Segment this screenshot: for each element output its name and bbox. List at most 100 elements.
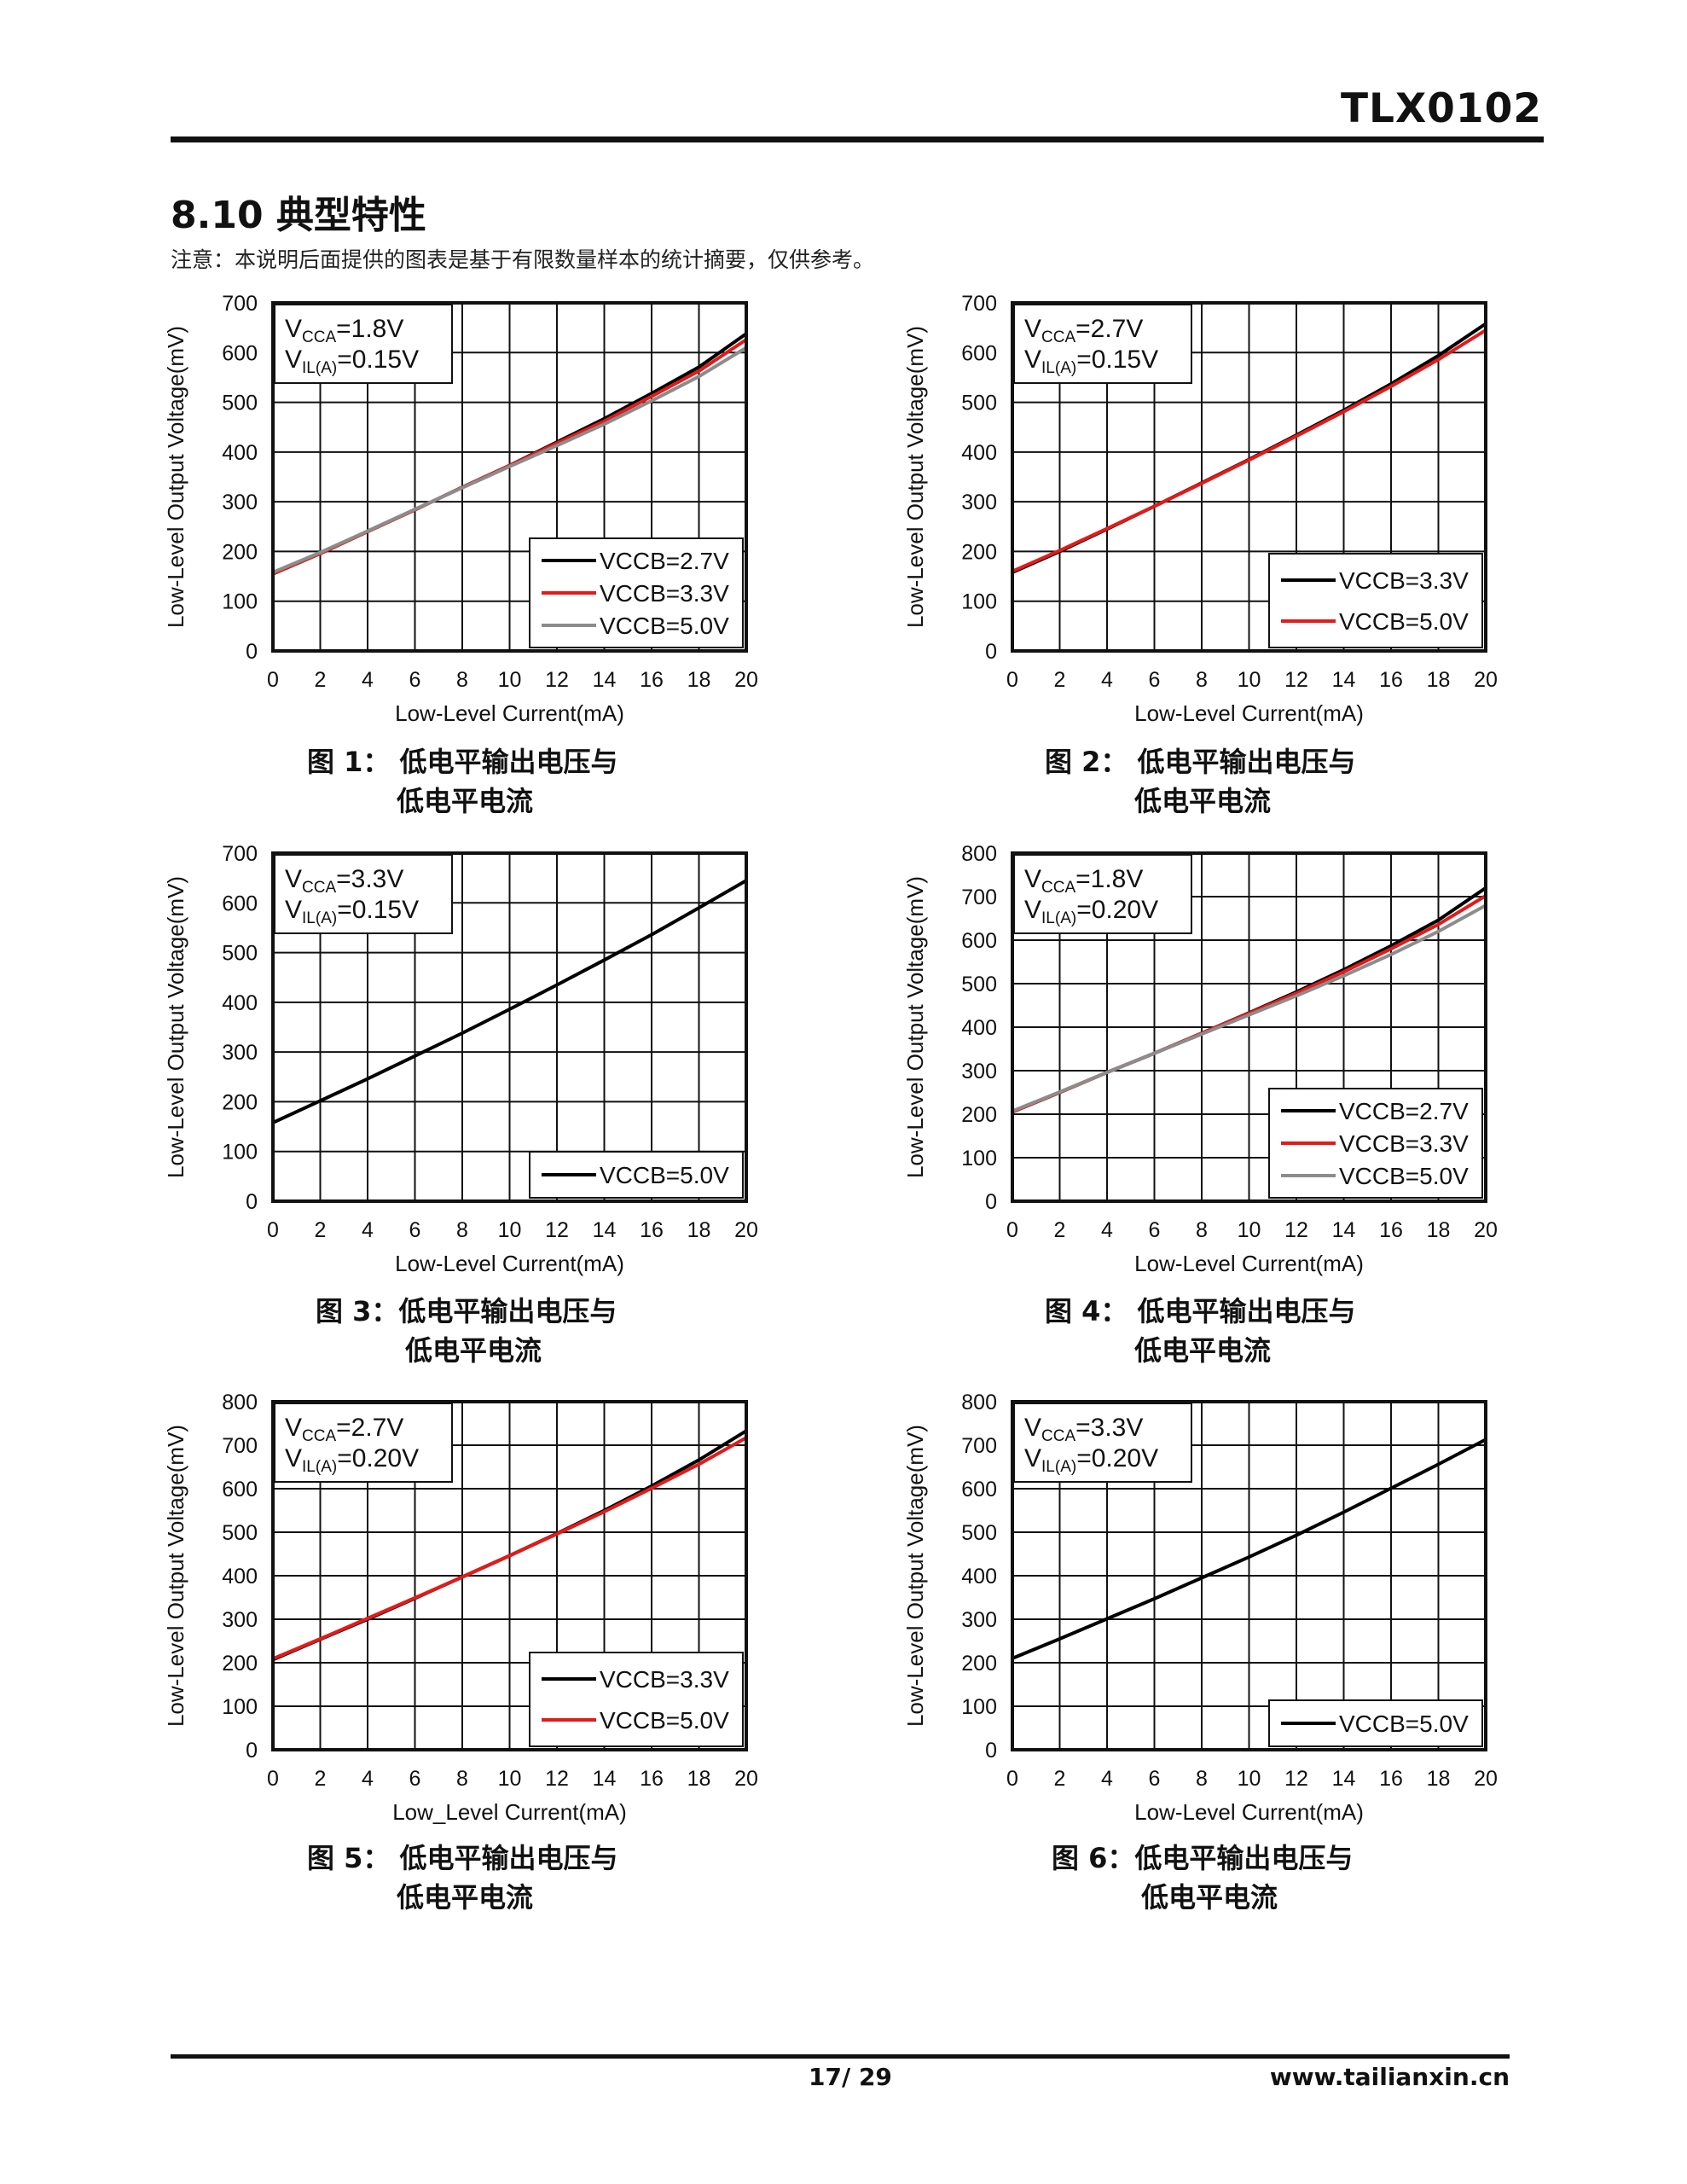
y-tick-label: 100 (961, 1147, 997, 1170)
legend-label: VCCB=3.3V (1339, 567, 1469, 594)
x-tick-label: 14 (593, 1218, 617, 1242)
y-tick-label: 0 (246, 1190, 258, 1214)
y-tick-label: 300 (961, 1608, 997, 1632)
y-tick-label: 200 (961, 1652, 997, 1676)
figure-1-chart: 0 2 4 6 8 10 12 14 16 18 20 0 100 200 300 400 500 600 700 L… (158, 286, 857, 729)
figure-2-caption-line1: 图 2： 低电平输出电压与 (1045, 746, 1356, 778)
chart-svg: 0 2 4 6 8 10 12 14 16 18 200100200300400500600700L… (163, 292, 758, 726)
legend-label: VCCB=3.3V (600, 580, 729, 607)
y-tick-label: 200 (222, 540, 258, 564)
x-tick-label: 12 (545, 668, 569, 692)
y-tick-label: 800 (961, 1391, 997, 1414)
y-tick-label: 100 (961, 1695, 997, 1719)
y-tick-label: 400 (961, 441, 997, 465)
legend: VCCB=3.3V VCCB=5.0V (1268, 553, 1483, 648)
figure-6-caption: 图 6：低电平输出电压与 低电平电流 (1052, 1838, 1353, 1917)
x-tick-label: 4 (1101, 1218, 1113, 1242)
figure-6-chart: 0 2 4 6 8 10 12 14 16 18 20 0 100 200 300 400 500 600 700 8… (897, 1385, 1597, 1828)
x-tick-label: 10 (1238, 668, 1261, 692)
condition-line-1: VCCA=3.3V (285, 865, 403, 897)
series-line-1 (1011, 1438, 1487, 1660)
series-line-2 (271, 1436, 748, 1661)
legend: VCCB=5.0V (1268, 1699, 1483, 1747)
series-line-3 (271, 346, 748, 574)
condition-line-2: VIL(A)=0.15V (1024, 346, 1158, 377)
x-tick-label: 12 (545, 1218, 569, 1242)
x-tick-label: 0 (1006, 668, 1018, 692)
legend-label: VCCB=5.0V (1339, 608, 1469, 635)
y-axis-label: Low-Level Output Voltage(mV) (902, 1425, 928, 1727)
x-tick-label: 8 (1196, 668, 1208, 692)
legend-label: VCCB=5.0V (1339, 1711, 1469, 1737)
x-tick-label: 18 (687, 668, 711, 692)
x-tick-label: 10 (498, 668, 522, 692)
x-tick-label: 16 (1379, 1218, 1403, 1242)
x-tick-label: 6 (409, 1767, 421, 1791)
y-tick-label: 500 (961, 392, 997, 415)
series-line-3 (1011, 903, 1487, 1113)
x-tick-label: 14 (593, 668, 617, 692)
x-tick-label: 4 (362, 1218, 374, 1242)
x-tick-label: 20 (734, 1218, 758, 1242)
figure-4-caption-line1: 图 4： 低电平输出电压与 (1045, 1295, 1356, 1327)
y-axis-label: Low-Level Output Voltage(mV) (902, 876, 928, 1178)
figure-6-caption-line1: 图 6：低电平输出电压与 (1052, 1842, 1354, 1874)
x-tick-label: 2 (315, 668, 327, 692)
condition-line-1: VCCA=1.8V (285, 315, 403, 346)
y-tick-label: 100 (961, 590, 997, 614)
y-tick-label: 700 (222, 842, 258, 866)
y-axis-label: Low-Level Output Voltage(mV) (163, 876, 188, 1178)
x-tick-label: 8 (456, 1218, 468, 1242)
x-axis-label: Low-Level Current(mA) (1134, 1799, 1364, 1825)
y-tick-label: 600 (961, 1478, 997, 1502)
x-tick-label: 10 (1238, 1218, 1261, 1242)
y-tick-label: 700 (222, 1434, 258, 1458)
figure-5-caption: 图 5： 低电平输出电压与 低电平电流 (307, 1838, 618, 1917)
condition-line-2: VIL(A)=0.20V (1024, 1444, 1158, 1476)
x-tick-label: 8 (456, 1767, 468, 1791)
plot-frame (271, 301, 748, 653)
figure-1-caption-line1: 图 1： 低电平输出电压与 (307, 746, 618, 778)
section-note: 注意：本说明后面提供的图表是基于有限数量样本的统计摘要，仅供参考。 (171, 247, 875, 272)
y-tick-label: 400 (222, 441, 258, 465)
y-tick-label: 500 (222, 1521, 258, 1545)
x-tick-label: 16 (1379, 1767, 1403, 1791)
figure-2-chart: 0 2 4 6 8 10 12 14 16 18 20 0 100 200 300 400 500 600 700 L… (897, 286, 1597, 729)
x-tick-label: 18 (1427, 1218, 1451, 1242)
x-tick-label: 4 (362, 668, 374, 692)
figure-2-caption: 图 2： 低电平输出电压与 低电平电流 (1045, 742, 1356, 821)
y-tick-label: 200 (222, 1652, 258, 1676)
y-tick-label: 300 (222, 1041, 258, 1065)
x-tick-label: 16 (640, 1767, 664, 1791)
legend-label: VCCB=3.3V (600, 1666, 729, 1693)
y-tick-label: 200 (222, 1090, 258, 1114)
y-tick-label: 400 (222, 1565, 258, 1589)
x-tick-label: 16 (640, 1218, 664, 1242)
footer-rule (171, 2054, 1510, 2059)
plot-frame (1011, 301, 1487, 653)
y-tick-label: 500 (222, 942, 258, 966)
x-tick-label: 10 (1238, 1767, 1261, 1791)
x-tick-label: 14 (593, 1767, 617, 1791)
y-tick-label: 200 (961, 1103, 997, 1127)
x-tick-label: 10 (498, 1767, 522, 1791)
y-tick-label: 0 (246, 1739, 258, 1763)
x-tick-label: 0 (1006, 1218, 1018, 1242)
condition-line-1: VCCA=3.3V (1024, 1414, 1143, 1445)
y-tick-label: 200 (961, 540, 997, 564)
condition-line-1: VCCA=2.7V (285, 1414, 403, 1445)
y-tick-label: 600 (961, 929, 997, 953)
x-tick-label: 4 (362, 1767, 374, 1791)
x-tick-label: 20 (734, 1767, 758, 1791)
x-tick-label: 6 (1149, 1218, 1161, 1242)
plot-frame (1011, 851, 1487, 1203)
x-tick-label: 6 (1149, 1767, 1161, 1791)
figure-5-caption-line2: 低电平电流 (397, 1881, 534, 1914)
legend: VCCB=3.3V VCCB=5.0V (529, 1652, 744, 1747)
x-tick-label: 18 (687, 1218, 711, 1242)
chart-svg: 0 2 4 6 8 10 12 14 16 18 2001002003004005006007008… (902, 1391, 1498, 1825)
series-line-1 (271, 879, 748, 1124)
y-tick-label: 700 (961, 292, 997, 316)
